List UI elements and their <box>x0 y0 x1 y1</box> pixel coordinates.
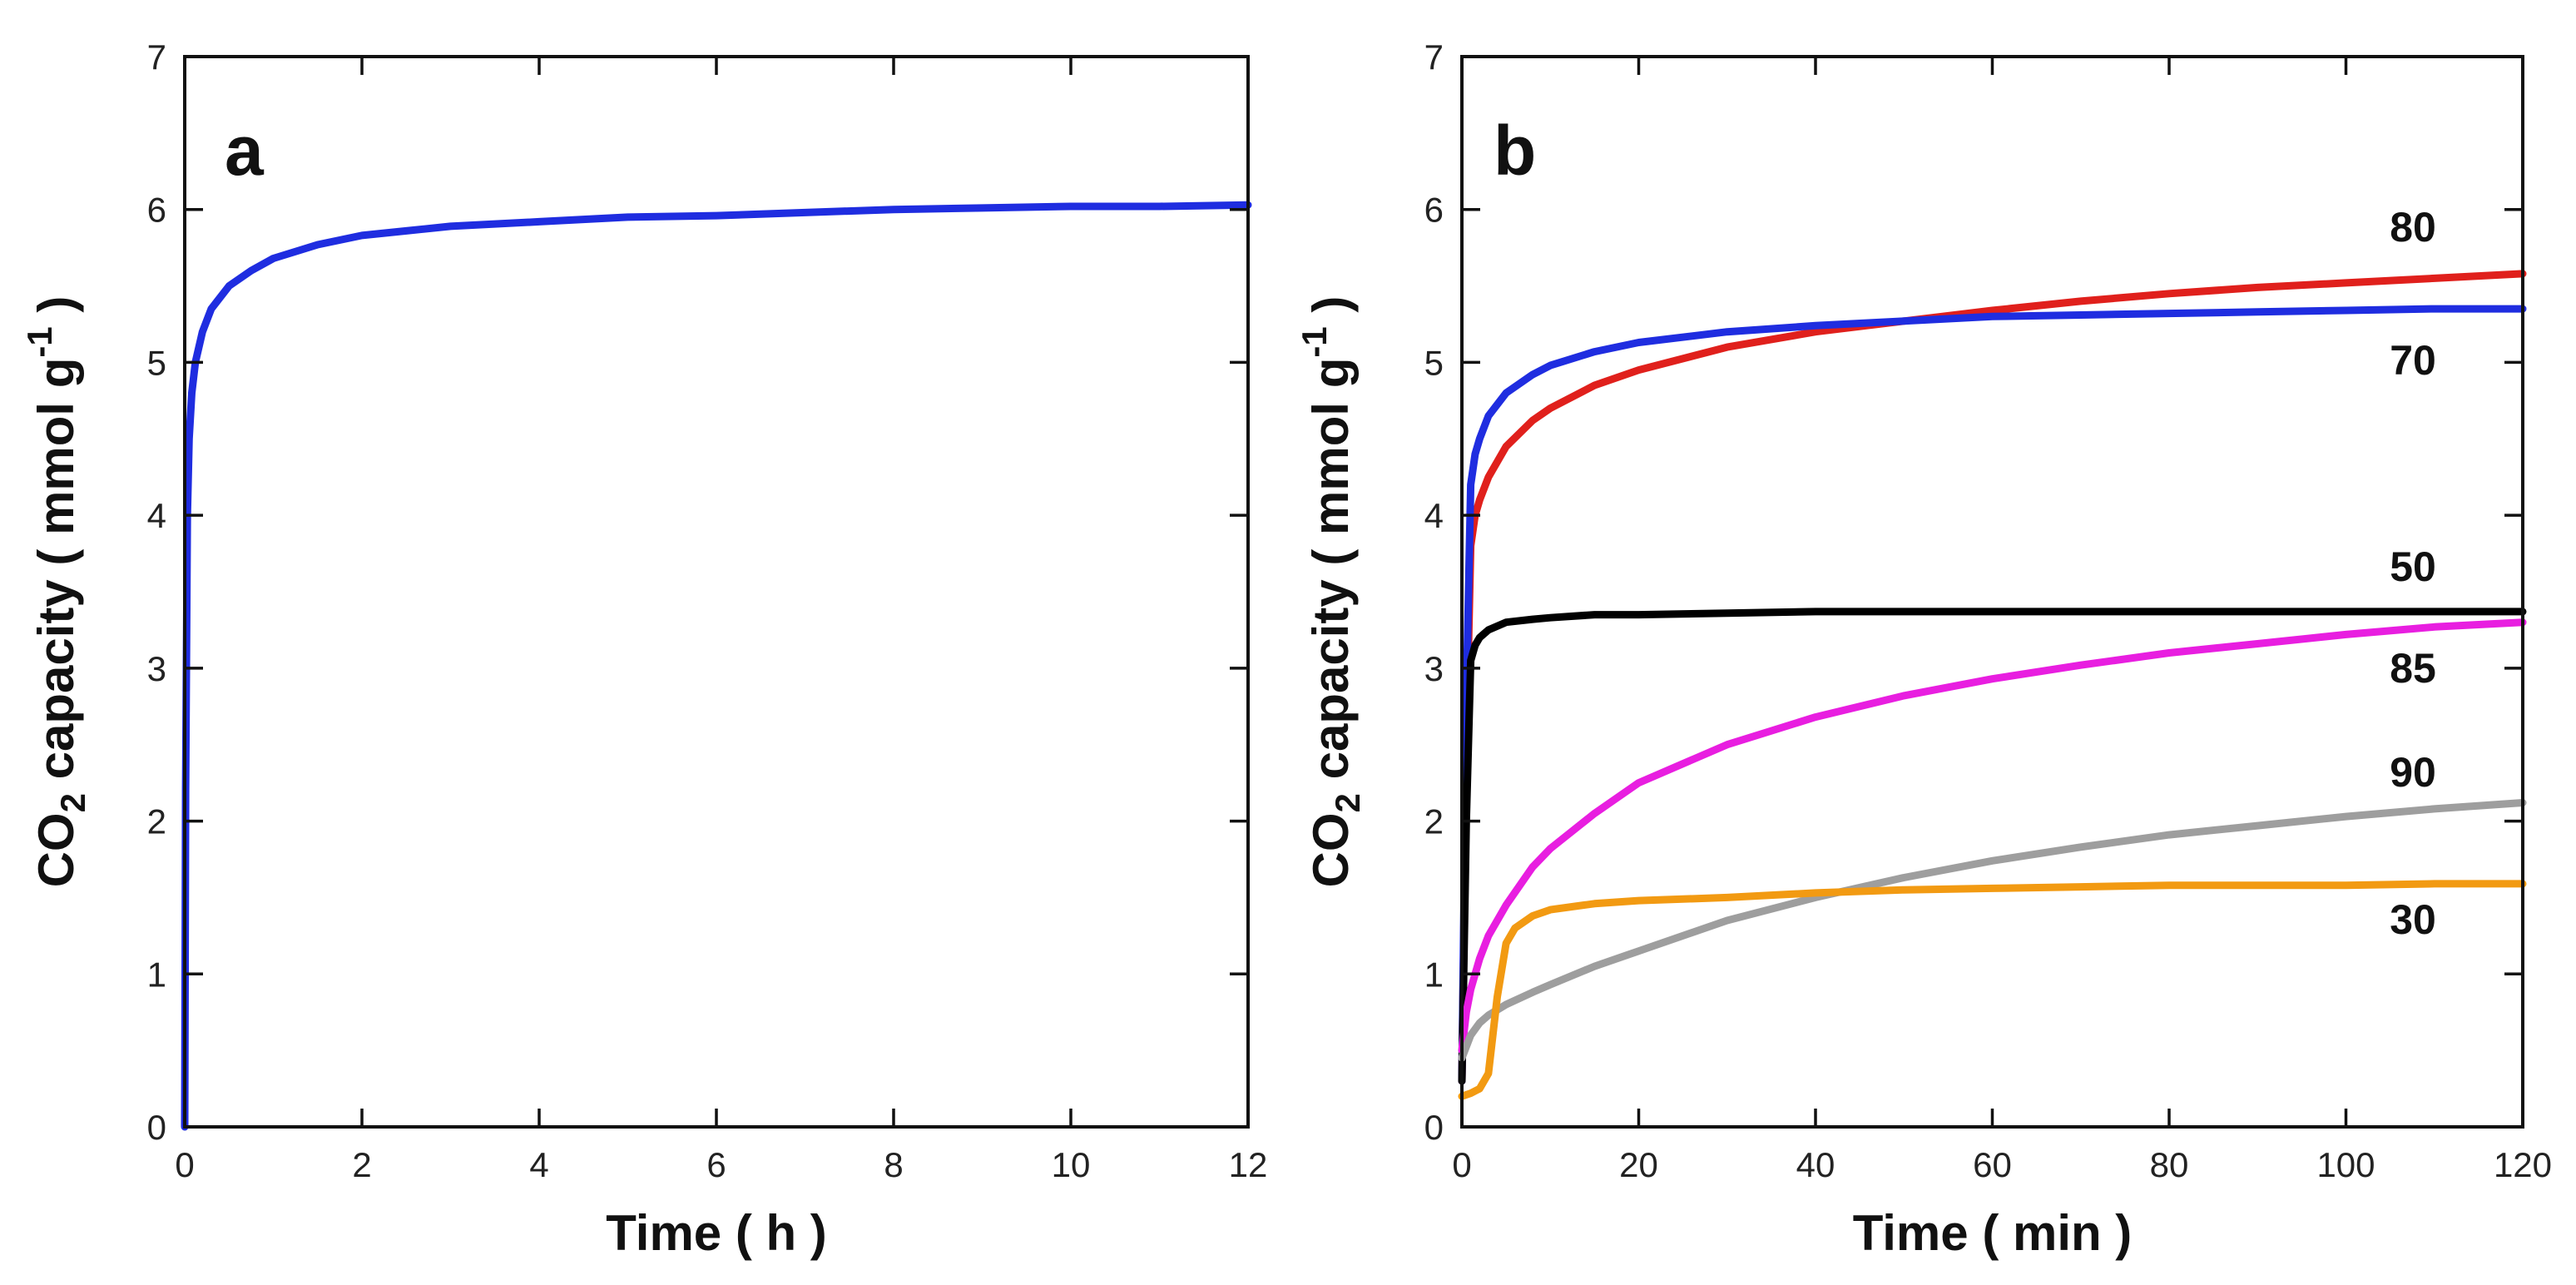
y-axis-title: CO2 capacity ( mmol g-1 ) <box>1295 296 1367 888</box>
x-tick-label: 0 <box>175 1145 194 1184</box>
panel-a-letter: a <box>225 112 265 190</box>
y-tick-label: 4 <box>147 496 166 535</box>
series-line-50 <box>1458 608 2527 1085</box>
y-tick-label: 6 <box>147 191 166 230</box>
y-tick-label: 3 <box>147 649 166 688</box>
y-axis-title: CO2 capacity ( mmol g-1 ) <box>20 296 92 888</box>
y-tick-label: 5 <box>1424 343 1444 382</box>
x-tick-label: 10 <box>1052 1145 1091 1184</box>
y-tick-label: 0 <box>1424 1108 1444 1147</box>
y-tick-label: 5 <box>147 343 166 382</box>
x-tick-label: 12 <box>1229 1145 1268 1184</box>
x-axis-title: Time ( min ) <box>1853 1205 2133 1261</box>
y-tick-label: 1 <box>1424 955 1444 994</box>
y-tick-label: 7 <box>147 37 166 77</box>
series-label-50: 50 <box>2390 543 2436 590</box>
series-label-90: 90 <box>2390 749 2436 796</box>
y-tick-label: 2 <box>1424 802 1444 841</box>
series-label-85: 85 <box>2390 645 2436 692</box>
x-tick-label: 120 <box>2494 1145 2552 1184</box>
x-tick-label: 40 <box>1796 1145 1835 1184</box>
x-tick-label: 60 <box>1973 1145 2012 1184</box>
series-label-70: 70 <box>2390 337 2436 384</box>
y-tick-label: 6 <box>1424 191 1444 230</box>
x-axis-title: Time ( h ) <box>606 1205 827 1261</box>
x-tick-label: 80 <box>2150 1145 2189 1184</box>
panel-b-letter: b <box>1494 112 1536 190</box>
y-tick-label: 7 <box>1424 37 1444 77</box>
series-line-90 <box>1458 799 2527 1062</box>
x-tick-label: 20 <box>1619 1145 1658 1184</box>
x-tick-label: 2 <box>352 1145 371 1184</box>
y-tick-label: 3 <box>1424 649 1444 688</box>
y-tick-label: 0 <box>147 1108 166 1147</box>
series-label-80: 80 <box>2390 204 2436 251</box>
x-tick-label: 100 <box>2316 1145 2375 1184</box>
series-line-70 <box>1458 305 2527 1085</box>
y-tick-label: 4 <box>1424 496 1444 535</box>
x-tick-label: 8 <box>884 1145 903 1184</box>
series-label-30: 30 <box>2390 896 2436 943</box>
x-tick-label: 4 <box>529 1145 548 1184</box>
series-line-panel-a <box>181 201 1252 1131</box>
plot-frame <box>1460 55 2524 1129</box>
series-line-80 <box>1458 270 2527 1085</box>
x-tick-label: 0 <box>1452 1145 1471 1184</box>
y-tick-label: 2 <box>147 802 166 841</box>
x-tick-label: 6 <box>706 1145 726 1184</box>
series-line-85 <box>1458 618 2527 1054</box>
y-tick-label: 1 <box>147 955 166 994</box>
series-line-30 <box>1458 880 2527 1100</box>
panel-b: 0 20 40 60 80 100 120 0 1 2 3 4 5 6 7 Time ( min ) CO2 c… <box>1295 37 2552 1261</box>
